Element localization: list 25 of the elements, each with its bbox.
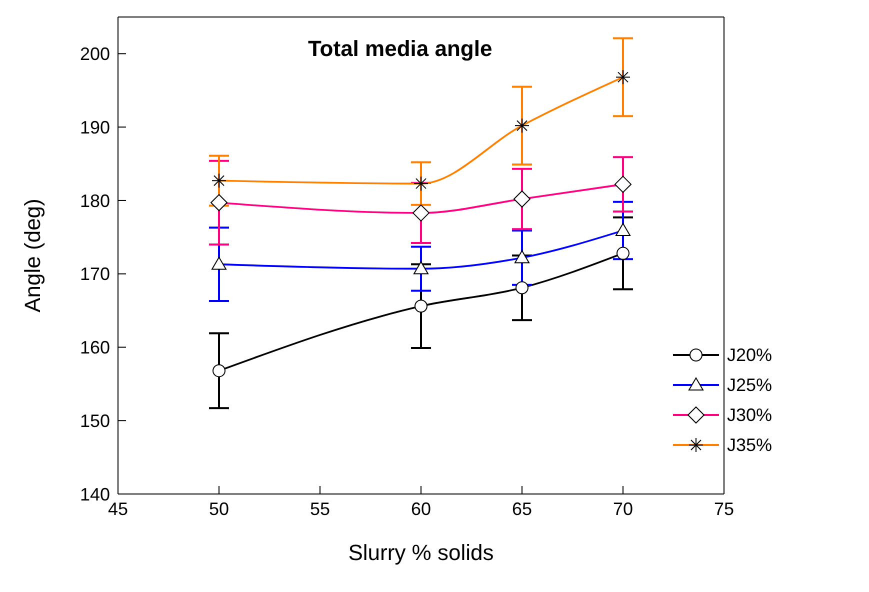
point bbox=[516, 281, 528, 294]
x-tick-label: 75 bbox=[714, 498, 734, 519]
x-tick-label: 60 bbox=[410, 498, 432, 519]
x-tick-label: 45 bbox=[108, 498, 128, 519]
x-tick-label: 50 bbox=[208, 498, 230, 519]
y-tick-label: 190 bbox=[80, 117, 110, 138]
y-tick-label: 200 bbox=[80, 44, 110, 64]
legend-label: J35% bbox=[727, 434, 772, 456]
legend-label: J30% bbox=[727, 404, 772, 426]
y-tick-label: 160 bbox=[80, 338, 110, 358]
legend-label: J20% bbox=[727, 344, 772, 366]
text: Total media angle bbox=[308, 36, 492, 62]
point bbox=[212, 364, 226, 378]
y-axis-title: Angle (deg) bbox=[20, 198, 45, 312]
y-tick-label: 140 bbox=[80, 484, 110, 504]
legend-label: J25% bbox=[727, 374, 772, 396]
y-tick-label: 170 bbox=[80, 264, 110, 284]
x-tick-label: 65 bbox=[512, 498, 532, 519]
y-tick-label: 180 bbox=[80, 190, 110, 211]
point bbox=[414, 300, 428, 313]
x-tick-label: 55 bbox=[310, 498, 330, 519]
y-tick-label: 150 bbox=[80, 411, 110, 432]
x-axis-title: Slurry % solids bbox=[348, 540, 494, 565]
x-tick-label: 70 bbox=[612, 498, 634, 519]
point bbox=[616, 246, 630, 260]
